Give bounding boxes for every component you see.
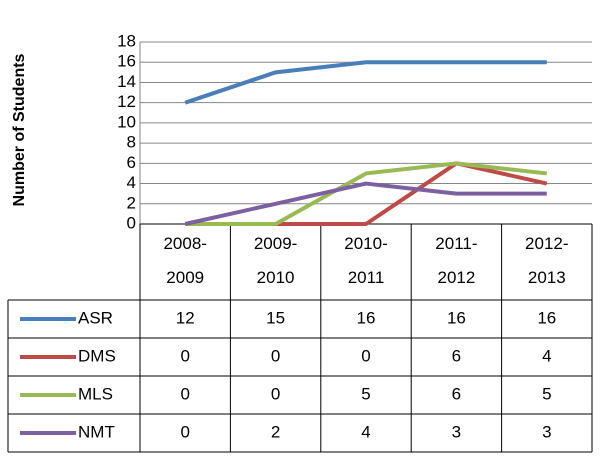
y-tick-label: 12	[117, 92, 136, 111]
x-tick-label-line: 2012-	[525, 234, 568, 253]
table-value: 16	[357, 308, 376, 327]
x-tick-label-line: 2013	[528, 268, 566, 287]
legend-label: NMT	[78, 422, 115, 441]
x-tick-label: 2010- 2011	[344, 234, 387, 287]
x-tick-label: 2008- 2009	[163, 234, 206, 287]
y-tick-label: 18	[117, 31, 136, 50]
legend-label: DMS	[78, 346, 116, 365]
series-line	[184, 60, 547, 105]
table-value: 16	[537, 308, 556, 327]
y-tick-label: 4	[127, 173, 136, 192]
table-value: 16	[447, 308, 466, 327]
y-tick-label: 14	[117, 72, 136, 91]
x-tick-label-line: 2010	[257, 268, 295, 287]
legend-label: MLS	[78, 384, 113, 403]
table-value: 5	[361, 384, 370, 403]
y-tick-label: 10	[117, 112, 136, 131]
table-value: 0	[180, 384, 189, 403]
table-value: 3	[542, 422, 551, 441]
table-value: 5	[542, 384, 551, 403]
table-value: 4	[361, 422, 370, 441]
table-value: 0	[361, 346, 370, 365]
x-tick-label: 2009- 2010	[254, 234, 297, 287]
table-value: 4	[542, 346, 551, 365]
x-tick-label-line: 2011	[348, 268, 385, 287]
x-tick-label-line: 2008-	[163, 234, 206, 253]
table-value: 12	[176, 308, 195, 327]
y-tick-label: 6	[127, 153, 136, 172]
table-value: 15	[266, 308, 285, 327]
legend-label: ASR	[78, 308, 113, 327]
table-value: 0	[271, 346, 280, 365]
x-tick-label-line: 2009-	[254, 234, 297, 253]
table-value: 0	[271, 384, 280, 403]
x-tick-label: 2012- 2013	[525, 234, 568, 287]
table-value: 2	[271, 422, 280, 441]
y-tick-label: 16	[117, 52, 136, 71]
table-value: 6	[452, 384, 461, 403]
table-value: 6	[452, 346, 461, 365]
table-value: 0	[180, 346, 189, 365]
table-value: 0	[180, 422, 189, 441]
x-tick-label: 2011- 2012	[435, 234, 477, 287]
series-line	[185, 161, 548, 226]
table-value: 3	[452, 422, 461, 441]
series-line	[184, 181, 547, 226]
x-tick-label-line: 2011-	[435, 234, 477, 253]
y-axis-label: Number of Students	[11, 53, 28, 206]
y-tick-label: 8	[127, 133, 136, 152]
y-tick-label: 0	[127, 213, 136, 232]
x-tick-label-line: 2012	[437, 268, 475, 287]
x-tick-label-line: 2010-	[344, 234, 387, 253]
x-tick-label-line: 2009	[166, 268, 204, 287]
y-tick-label: 2	[127, 193, 136, 212]
